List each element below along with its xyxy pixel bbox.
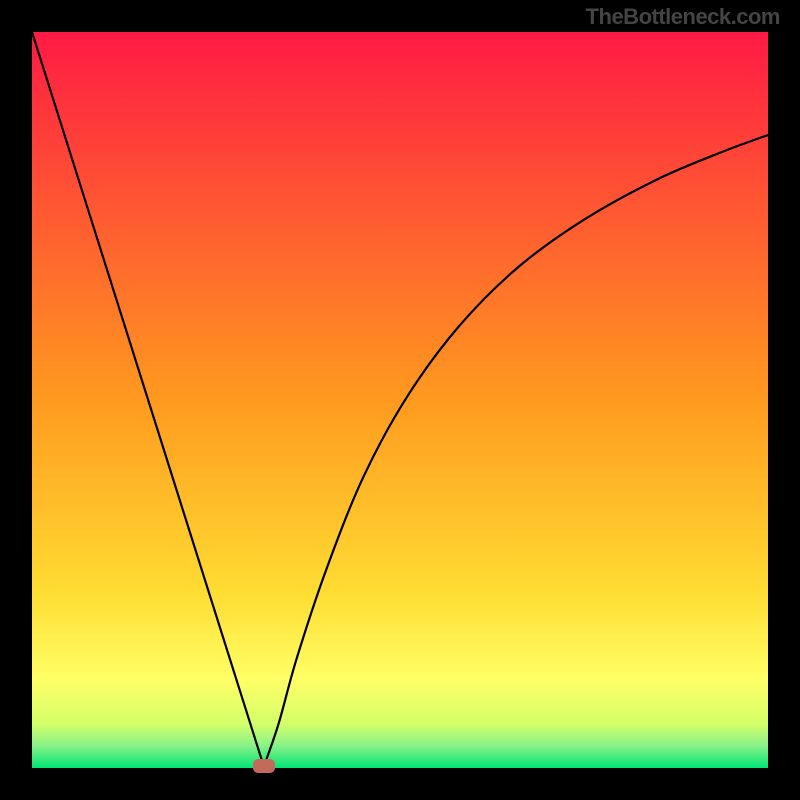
chart-plot-area <box>32 32 768 768</box>
curve-svg <box>32 32 768 768</box>
minimum-marker <box>253 759 275 773</box>
curve-right-branch <box>264 135 768 766</box>
curve-left-branch <box>32 32 264 767</box>
watermark-text: TheBottleneck.com <box>586 4 780 30</box>
